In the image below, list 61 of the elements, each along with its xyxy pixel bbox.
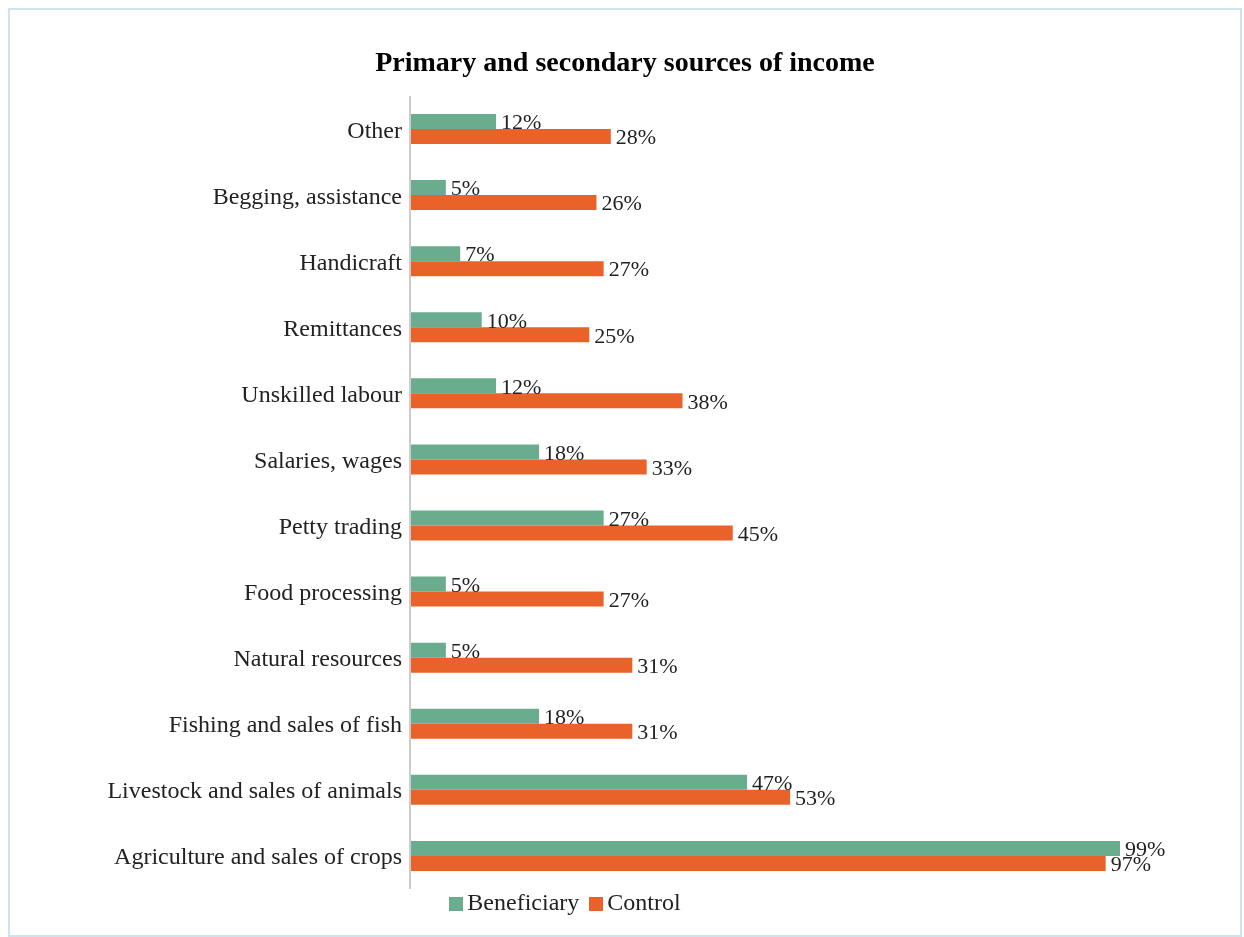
y-tick-label: Handicraft: [299, 248, 403, 275]
data-label: 45%: [737, 520, 779, 546]
data-label: 12%: [501, 109, 542, 135]
y-tick-label: Remittances: [283, 314, 402, 341]
data-label: 27%: [608, 586, 649, 612]
bar: [410, 840, 1120, 856]
bar: [410, 378, 497, 394]
y-tick-label: Agriculture and sales of crops: [114, 843, 402, 870]
data-label: 10%: [486, 307, 528, 333]
data-label: 53%: [795, 785, 836, 811]
bar: [410, 591, 604, 607]
data-label: 31%: [637, 719, 678, 745]
data-label: 38%: [687, 388, 728, 414]
data-label: 33%: [651, 454, 692, 480]
y-tick-label: Unskilled labour: [241, 380, 403, 407]
bar: [410, 708, 540, 724]
chart-title: Primary and secondary sources of income: [374, 46, 876, 79]
bar: [410, 327, 590, 343]
data-label: 18%: [544, 439, 585, 465]
data-label: 25%: [594, 322, 635, 348]
bar: [410, 855, 1106, 871]
bar: [410, 129, 611, 144]
y-tick-label: Food processing: [244, 579, 402, 606]
data-label: 26%: [601, 190, 642, 216]
data-label: 18%: [544, 704, 585, 730]
y-tick-label: Other: [347, 116, 402, 143]
data-label: 28%: [615, 124, 657, 150]
bar: [410, 576, 446, 592]
data-label: 7%: [465, 241, 495, 267]
data-label: 5%: [450, 637, 481, 663]
data-label: 5%: [450, 571, 481, 597]
bar: [410, 510, 604, 526]
bar: [410, 114, 497, 129]
y-tick-label: Salaries, wages: [254, 446, 402, 473]
y-tick-label: Petty trading: [278, 513, 402, 540]
data-label: 27%: [608, 505, 649, 531]
bar: [410, 180, 446, 196]
data-label: 5%: [450, 175, 481, 201]
legend-label: Control: [607, 889, 681, 915]
bar: [410, 246, 461, 262]
bar: [410, 657, 633, 673]
bar: [410, 393, 683, 409]
bar: [410, 312, 482, 328]
legend-label: Beneficiary: [467, 889, 580, 915]
bar: [410, 723, 633, 739]
bar: [410, 459, 647, 475]
y-tick-label: Fishing and sales of fish: [168, 711, 402, 738]
y-tick-label: Begging, assistance: [212, 182, 402, 209]
bar: [410, 774, 748, 790]
data-label: 47%: [752, 770, 793, 796]
data-label: 12%: [501, 373, 542, 399]
bar: [410, 789, 791, 805]
bar: [410, 525, 733, 541]
y-tick-label: Natural resources: [233, 645, 402, 672]
bar: [410, 195, 597, 211]
data-label: 27%: [608, 256, 649, 282]
bar: [410, 444, 540, 460]
y-tick-label: Livestock and sales of animals: [107, 777, 402, 804]
bar: [410, 642, 446, 658]
data-label: 31%: [637, 652, 678, 678]
bar: [410, 261, 604, 277]
